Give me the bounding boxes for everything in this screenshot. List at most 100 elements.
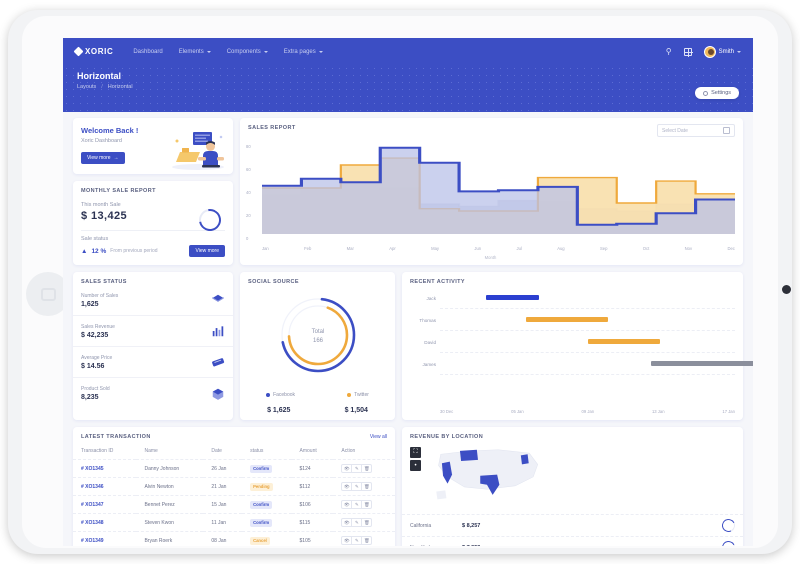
gantt-tick: 13 Jan (651, 409, 665, 414)
nav-label: Extra pages (283, 48, 316, 55)
table-row[interactable]: # XO1348 Steven Kwon 11 Jan Confirm $115… (73, 513, 395, 532)
y-tick: 40 (246, 190, 251, 195)
sales-report-card: SALES REPORT Select Date 80 60 40 20 0 Jan Fe… (240, 118, 743, 265)
sales-report-title: SALES REPORT (248, 125, 296, 131)
location-list: California $ 8,257 New York $ 7,253 (402, 514, 743, 546)
gantt-tick: 17 Jan (722, 409, 735, 414)
cell-status: Confirm (242, 495, 292, 514)
welcome-title: Welcome Back ! (81, 126, 139, 135)
status-badge: Pending (250, 482, 273, 491)
cell-date: 08 Jan (203, 531, 243, 546)
sales-status-label: Product Sold (81, 386, 110, 392)
cell-action: 👁 ✎ 🗑 (333, 513, 395, 532)
monthly-view-more-button[interactable]: View more (189, 245, 225, 257)
camera-dot (782, 285, 791, 294)
donut-total-label: Total (311, 329, 324, 335)
cell-date: 15 Jan (203, 495, 243, 514)
sales-status-value: 1,625 (81, 300, 99, 308)
user-name: Smith (718, 48, 734, 55)
x-tick: Oct (642, 246, 650, 251)
navbar-actions: ⚲ Smith (665, 45, 741, 58)
select-date-input[interactable]: Select Date (657, 124, 735, 137)
cell-amount: $112 (291, 477, 334, 496)
x-tick: Dec (727, 246, 735, 251)
gantt-row-label: Jack (426, 296, 436, 301)
trash-icon[interactable]: 🗑 (361, 518, 373, 527)
latest-transaction-title: LATEST TRANSACTION (81, 434, 151, 440)
legend-dot-icon (266, 393, 271, 397)
social-donut: Total 166 (240, 292, 395, 377)
top-navbar: XORIC Dashboard Elements Components Extr… (63, 38, 753, 65)
row-middle: SALES STATUS Number of Sales 1,625 Sales… (73, 272, 753, 420)
social-source-title: SOCIAL SOURCE (248, 279, 299, 285)
location-progress-ring (720, 539, 737, 546)
recent-activity-title: RECENT ACTIVITY (410, 279, 465, 285)
twitter-value: $ 1,504 (344, 407, 368, 414)
nav-label: Elements (178, 48, 204, 55)
welcome-card: Welcome Back ! Xoric Dashboard View more… (73, 118, 233, 174)
sales-status-value: $ 14.56 (81, 362, 105, 370)
x-tick: Jun (474, 246, 482, 251)
table-row[interactable]: # XO1346 Alvin Newton 21 Jan Pending $11… (73, 477, 395, 496)
user-menu[interactable]: Smith (703, 45, 741, 58)
breadcrumb-item-layouts[interactable]: Layouts (77, 84, 97, 90)
state-texas (480, 474, 500, 495)
brand-name: XORIC (85, 47, 114, 56)
gantt-tick: 05 Jan (511, 409, 524, 414)
table-row[interactable]: # XO1349 Bryan Roerk 08 Jan Cancel $105 … (73, 531, 395, 546)
sales-status-item: Sales Revenue $ 42,235 (73, 316, 233, 347)
home-button[interactable] (26, 272, 70, 316)
recent-activity-gantt: Jack Thomas David James 30 Dec 05 Jan 09 Jan 13… (408, 292, 753, 416)
trash-icon[interactable]: 🗑 (361, 500, 373, 509)
cell-transaction-id: # XO1349 (73, 531, 137, 546)
gantt-axis: 30 Dec 05 Jan 09 Jan 13 Jan 17 Jan (440, 409, 735, 414)
location-row: New York $ 7,253 (402, 536, 743, 546)
screen: XORIC Dashboard Elements Components Extr… (63, 38, 753, 546)
arrow-up-icon: ▲ (81, 247, 88, 255)
table-column-header: status (250, 448, 264, 454)
trash-icon[interactable]: 🗑 (361, 482, 373, 491)
gantt-row-label: James (422, 362, 436, 367)
nav-item-elements[interactable]: Elements (179, 49, 211, 55)
legend-twitter: Twitter (347, 392, 369, 398)
cell-transaction-id: # XO1345 (73, 459, 137, 478)
nav-item-dashboard[interactable]: Dashboard (133, 49, 162, 55)
sales-status-label: Sales Revenue (81, 323, 115, 330)
cell-name: Bennet Perez (136, 495, 204, 514)
table-row[interactable]: # XO1347 Bennet Perez 15 Jan Confirm $10… (73, 495, 395, 514)
select-date-placeholder: Select Date (662, 127, 688, 134)
trash-icon[interactable]: 🗑 (361, 536, 373, 545)
sales-status-card: SALES STATUS Number of Sales 1,625 Sales… (73, 272, 233, 420)
table-column-header: Name (144, 448, 158, 454)
table-row[interactable]: # XO1345 Danny Johnson 26 Jan Confirm $1… (73, 459, 395, 478)
cell-amount: $106 (291, 495, 334, 514)
x-tick: Nov (684, 246, 693, 251)
location-value: $ 7,253 (462, 545, 480, 547)
settings-button[interactable]: Settings (695, 87, 739, 99)
fullscreen-icon[interactable]: ⛶ (410, 447, 421, 458)
dot-icon[interactable]: • (410, 460, 421, 471)
nav-item-components[interactable]: Components (227, 49, 268, 55)
brand-logo[interactable]: XORIC (73, 46, 114, 57)
status-badge: Cancel (250, 536, 270, 545)
view-all-link[interactable]: View all (369, 434, 387, 440)
sales-status-label: Average Price (81, 354, 113, 361)
grid-icon[interactable] (683, 47, 693, 57)
trash-icon[interactable]: 🗑 (361, 464, 373, 473)
welcome-view-more-button[interactable]: View more → (81, 152, 125, 164)
arrow-right-icon: → (113, 155, 119, 161)
chevron-down-icon (737, 50, 741, 53)
social-values: $ 1,625 $ 1,504 (240, 407, 395, 414)
dashboard-content: Welcome Back ! Xoric Dashboard View more… (63, 112, 753, 546)
page-title: Horizontal (77, 71, 121, 81)
cell-status: Cancel (242, 531, 292, 546)
tablet-frame: XORIC Dashboard Elements Components Extr… (8, 10, 792, 554)
sales-status-value: $ 42,235 (81, 331, 109, 339)
x-tick: Jul (516, 246, 522, 251)
search-icon[interactable]: ⚲ (665, 46, 672, 56)
nav-item-extra-pages[interactable]: Extra pages (284, 49, 323, 55)
location-name: New York (410, 545, 462, 547)
diamond-icon (73, 46, 84, 57)
table-column-header: Date (211, 448, 222, 454)
state-alaska (436, 490, 447, 500)
